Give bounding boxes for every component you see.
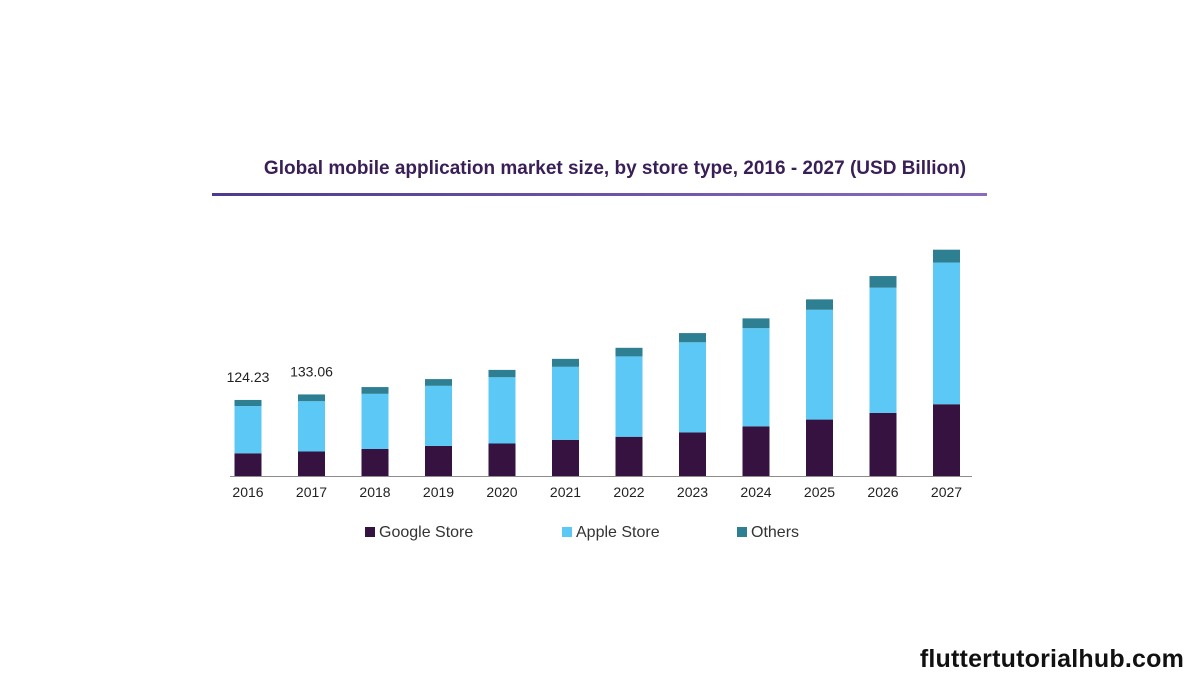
bar-apple-store-2016	[234, 406, 262, 454]
x-tick-label-2021: 2021	[550, 484, 581, 500]
bar-google-store-2021	[552, 439, 579, 476]
bar-apple-store-2026	[869, 287, 897, 413]
bar-apple-store-2024	[742, 328, 770, 427]
legend-label-google-store: Google Store	[379, 524, 473, 541]
bar-others-2017	[298, 394, 325, 402]
bar-others-2023	[679, 333, 706, 343]
bar-others-2018	[361, 387, 389, 394]
data-label-2017: 133.06	[290, 363, 333, 379]
bar-google-store-2022	[615, 436, 643, 476]
bar-apple-store-2018	[361, 393, 389, 450]
data-label-2016: 124.23	[227, 369, 270, 385]
x-tick-label-2023: 2023	[677, 484, 708, 500]
bar-google-store-2026	[869, 412, 897, 476]
bar-others-2026	[869, 276, 897, 288]
x-tick-label-2025: 2025	[804, 484, 835, 500]
legend-label-apple-store: Apple Store	[576, 524, 660, 541]
title-underline	[212, 193, 987, 196]
x-tick-label-2018: 2018	[359, 484, 390, 500]
bar-others-2027	[933, 249, 960, 263]
bar-google-store-2016	[234, 453, 262, 476]
x-tick-label-2026: 2026	[867, 484, 898, 500]
x-tick-label-2019: 2019	[423, 484, 454, 500]
x-tick-label-2017: 2017	[296, 484, 327, 500]
legend-label-others: Others	[751, 524, 799, 541]
bar-google-store-2025	[806, 419, 833, 476]
bar-others-2019	[425, 379, 452, 386]
bar-apple-store-2020	[488, 377, 516, 444]
bar-others-2021	[552, 358, 579, 367]
bar-google-store-2018	[361, 449, 389, 476]
x-tick-label-2022: 2022	[613, 484, 644, 500]
bar-google-store-2020	[488, 443, 516, 476]
bar-apple-store-2022	[615, 356, 643, 437]
x-tick-label-2027: 2027	[931, 484, 962, 500]
legend-swatch-others	[737, 527, 747, 537]
bar-google-store-2017	[298, 451, 325, 476]
bar-others-2022	[615, 347, 643, 357]
x-tick-label-2016: 2016	[232, 484, 263, 500]
bar-apple-store-2025	[806, 309, 833, 420]
bar-google-store-2024	[742, 426, 770, 476]
bar-apple-store-2017	[298, 401, 325, 452]
legend: Google Store Apple Store Others	[365, 524, 799, 541]
bar-others-2024	[742, 318, 770, 329]
watermark-text: fluttertutorialhub.com	[919, 645, 1184, 673]
plot-area: 2016 124.23 2017 133.06 2018 2019 2020 2021 2022…	[227, 249, 972, 500]
bar-apple-store-2023	[679, 342, 706, 433]
bar-others-2025	[806, 299, 833, 310]
x-tick-label-2024: 2024	[740, 484, 771, 500]
bar-apple-store-2019	[425, 385, 452, 446]
bar-others-2016	[234, 399, 262, 407]
x-tick-label-2020: 2020	[486, 484, 517, 500]
legend-swatch-google-store	[365, 527, 375, 537]
bar-google-store-2019	[425, 445, 452, 476]
bar-others-2020	[488, 369, 516, 378]
bar-apple-store-2021	[552, 366, 579, 440]
chart-title: Global mobile application market size, b…	[264, 158, 966, 179]
bar-google-store-2023	[679, 432, 706, 476]
bar-google-store-2027	[933, 404, 960, 476]
bar-apple-store-2027	[933, 262, 960, 405]
legend-swatch-apple-store	[562, 527, 572, 537]
